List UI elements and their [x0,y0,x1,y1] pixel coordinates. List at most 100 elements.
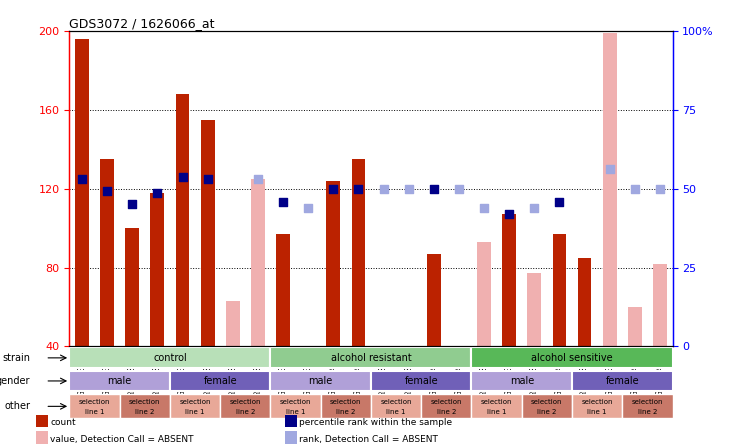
Point [378,185,390,192]
Text: selection: selection [431,399,462,405]
Bar [603,33,617,346]
Text: count: count [50,418,76,427]
Point [428,185,439,192]
Bar [226,301,240,346]
Bar [653,264,667,346]
Bar [170,371,270,391]
Bar [36,431,48,444]
Bar [352,159,366,346]
Text: line 1: line 1 [186,409,205,415]
Text: line 2: line 2 [637,409,657,415]
Point [102,187,113,194]
Bar [125,228,139,346]
Point [403,185,414,192]
Bar [427,254,441,346]
Text: female: female [203,376,237,386]
Text: selection: selection [632,399,663,405]
Bar [285,431,297,444]
Point [76,175,88,182]
Text: male: male [308,376,333,386]
Text: selection: selection [531,399,563,405]
Bar [285,414,297,427]
Bar [577,258,591,346]
Bar [170,393,220,418]
Bar [69,393,120,418]
Text: control: control [153,353,187,363]
Text: value, Detection Call = ABSENT: value, Detection Call = ABSENT [50,435,194,444]
Text: male: male [107,376,132,386]
Point [654,185,666,192]
Point [529,205,540,212]
Bar [201,120,215,346]
Bar [477,242,491,346]
Point [478,205,490,212]
Bar [100,159,114,346]
Text: selection: selection [79,399,110,405]
Text: gender: gender [0,376,30,386]
Point [177,173,189,180]
Text: selection: selection [380,399,412,405]
Bar [553,234,567,346]
Bar [270,393,321,418]
Bar [628,307,642,346]
Text: female: female [404,376,438,386]
Bar [572,393,622,418]
Point [303,205,314,212]
Text: selection: selection [481,399,512,405]
Point [277,199,289,206]
Bar [175,94,189,346]
Text: line 2: line 2 [135,409,154,415]
Bar [371,371,471,391]
Text: other: other [4,401,30,411]
Text: alcohol sensitive: alcohol sensitive [531,353,613,363]
Bar [572,371,673,391]
Bar [421,393,471,418]
Text: line 1: line 1 [387,409,406,415]
Text: selection: selection [230,399,261,405]
Text: selection: selection [581,399,613,405]
Point [327,185,339,192]
Bar [502,214,516,346]
Bar [371,393,421,418]
Text: rank, Detection Call = ABSENT: rank, Detection Call = ABSENT [299,435,438,444]
Point [126,201,138,208]
Bar [471,393,522,418]
Bar [276,234,290,346]
Point [604,166,616,173]
Text: line 1: line 1 [588,409,607,415]
Text: line 2: line 2 [537,409,556,415]
Bar [270,371,371,391]
Text: line 1: line 1 [85,409,105,415]
Text: selection: selection [179,399,211,405]
Bar [321,393,371,418]
Bar [69,348,270,368]
Bar [75,39,89,346]
Point [453,185,465,192]
Text: line 2: line 2 [336,409,355,415]
Text: percentile rank within the sample: percentile rank within the sample [299,418,452,427]
Point [553,199,565,206]
Bar [527,274,541,346]
Text: selection: selection [280,399,311,405]
Bar [471,371,572,391]
Bar [36,414,48,427]
Bar [69,371,170,391]
Text: line 1: line 1 [487,409,507,415]
Text: line 1: line 1 [286,409,306,415]
Text: alcohol resistant: alcohol resistant [330,353,412,363]
Point [629,185,640,192]
Text: female: female [605,376,639,386]
Point [202,175,213,182]
Text: selection: selection [330,399,362,405]
Bar [151,193,164,346]
Bar [270,348,471,368]
Bar [120,393,170,418]
Text: line 2: line 2 [436,409,456,415]
Point [352,185,364,192]
Bar [220,393,270,418]
Text: GDS3072 / 1626066_at: GDS3072 / 1626066_at [69,17,215,30]
Text: strain: strain [2,353,30,363]
Text: male: male [510,376,534,386]
Bar [622,393,673,418]
Point [504,211,515,218]
